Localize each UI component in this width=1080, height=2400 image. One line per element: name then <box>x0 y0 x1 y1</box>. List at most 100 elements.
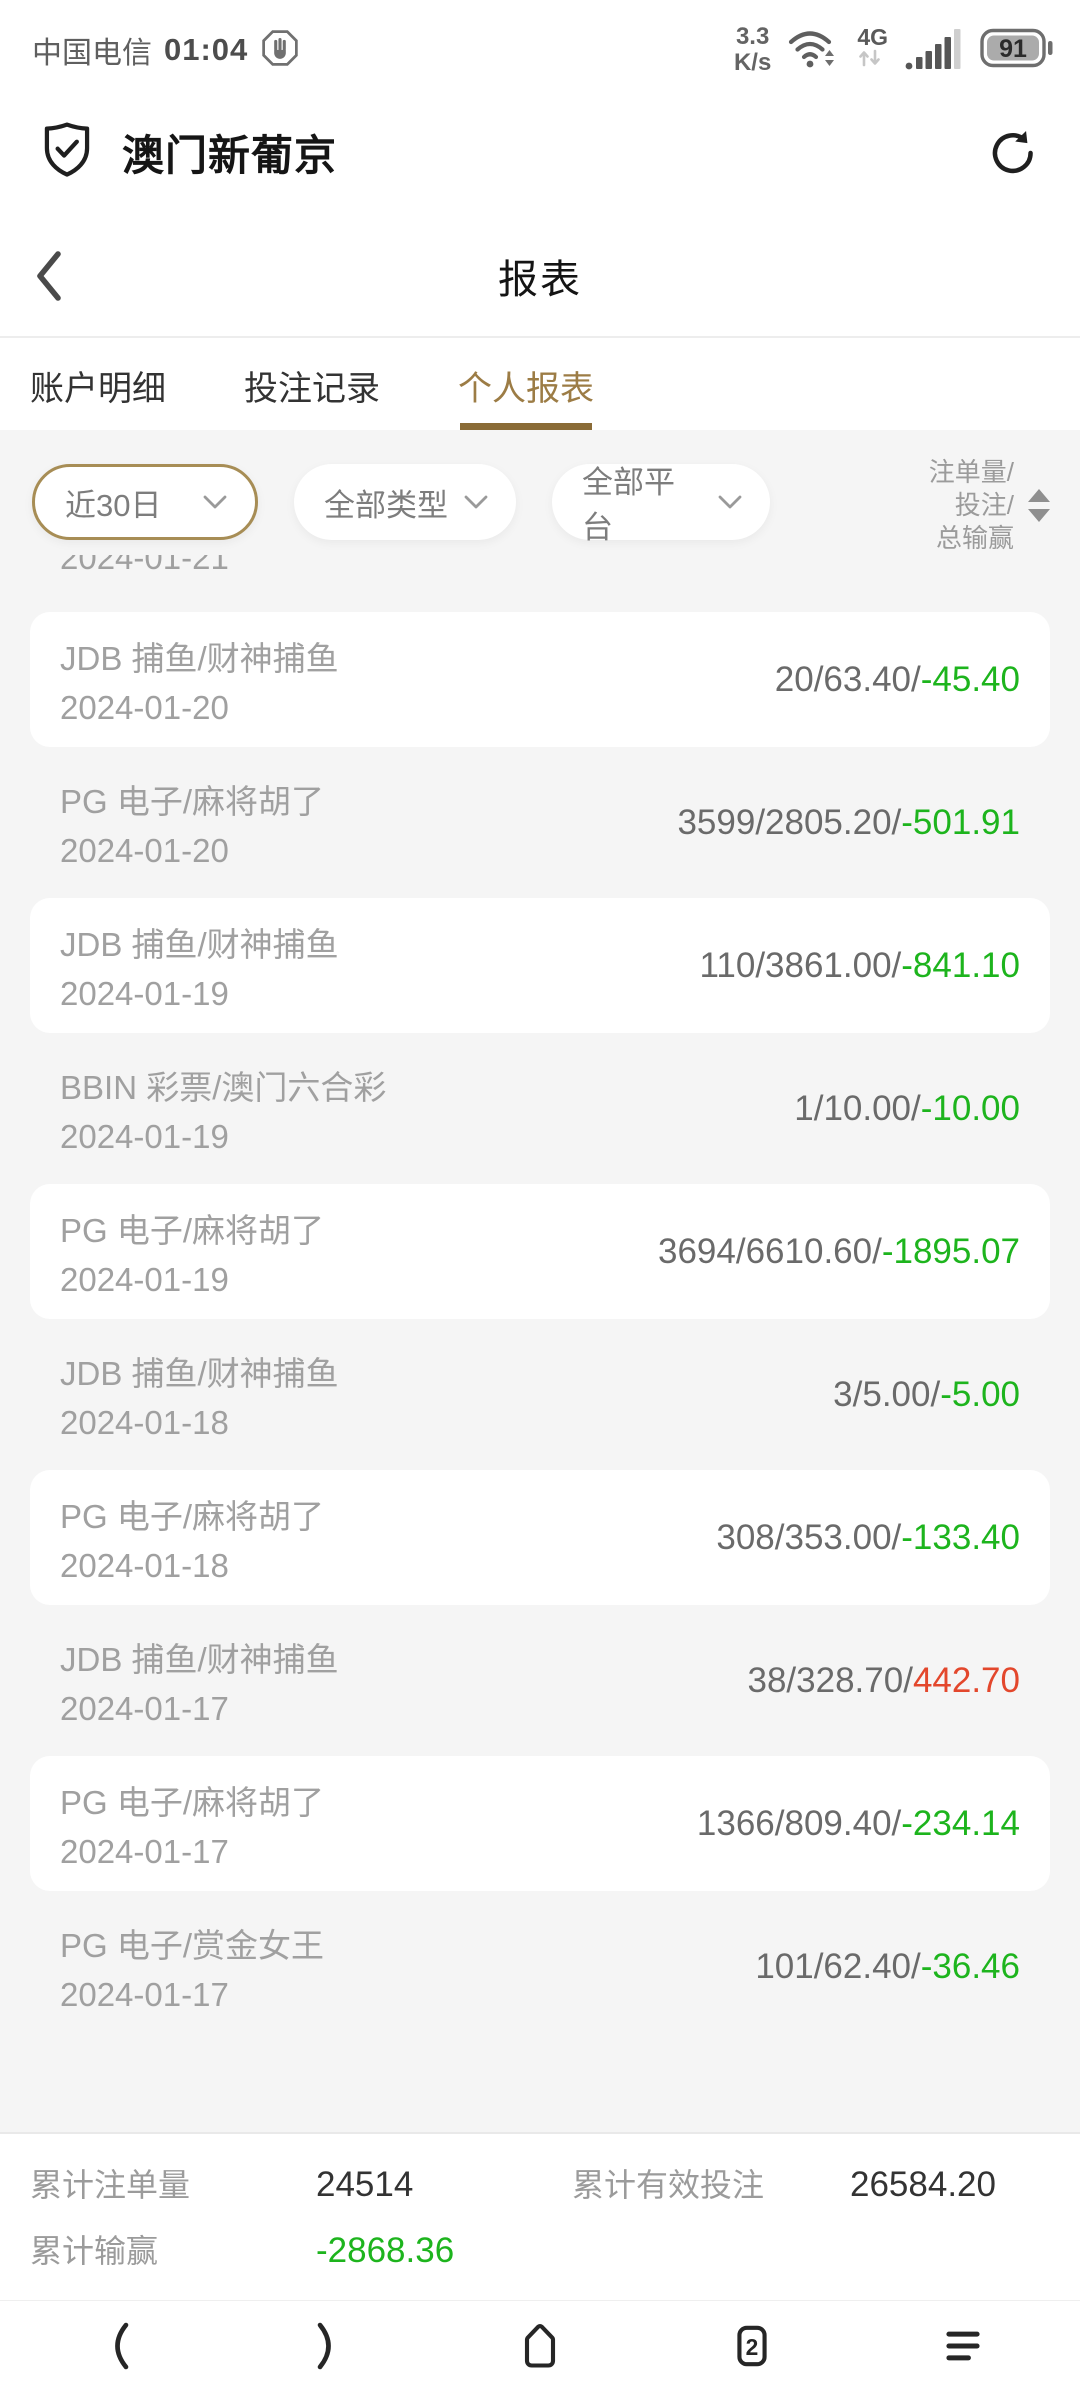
row-stats-counts: 3599/2805.20/ <box>677 802 902 842</box>
type-filter-label: 全部类型 <box>324 487 448 523</box>
home-button[interactable] <box>505 2311 575 2381</box>
refresh-button[interactable] <box>986 126 1040 180</box>
page-header: 报表 <box>0 215 1080 338</box>
summary-row: 累计注单量 24514 累计有效投注 26584.20 <box>30 2160 1050 2206</box>
game-name: PG 电子/麻将胡了 <box>60 783 325 820</box>
platform-filter-label: 全部平台 <box>582 465 675 545</box>
table-row[interactable]: PG 电子/赏金女王 2024-01-17 101/62.40/-36.46 <box>30 1895 1050 2038</box>
status-time: 01:04 <box>164 32 249 67</box>
tab-bet-records[interactable]: 投注记录 <box>244 340 380 430</box>
row-result: 442.70 <box>912 1660 1020 1700</box>
bottom-nav-bar: 2 <box>0 2300 1080 2400</box>
game-date: 2024-01-21 <box>60 555 229 576</box>
nav-forward-icon <box>317 2322 331 2369</box>
page-title: 报表 <box>498 257 582 302</box>
table-row[interactable]: JDB 捕鱼/财神捕鱼 2024-01-20 20/63.40/-45.40 <box>30 612 1050 747</box>
row-stats: 110/3861.00/-841.10 <box>700 946 1020 986</box>
row-stats: 38/328.70/442.70 <box>748 1661 1021 1701</box>
game-name: PG 电子/赏金女王 <box>60 1927 325 1964</box>
row-stats: 20/63.40/-45.40 <box>775 660 1020 700</box>
tab-label: 个人报表 <box>458 369 594 408</box>
status-right: 3.3 K/s 4G <box>734 24 1054 76</box>
game-date: 2024-01-19 <box>60 975 229 1012</box>
shield-check-icon <box>40 121 94 184</box>
game-name: JDB 捕鱼/财神捕鱼 <box>60 1641 339 1678</box>
row-stats-counts: 3/5.00/ <box>833 1374 941 1414</box>
home-icon <box>524 2323 556 2368</box>
row-stats: 3/5.00/-5.00 <box>833 1375 1020 1415</box>
network-type-label: 4G <box>857 23 888 50</box>
menu-button[interactable] <box>928 2311 998 2381</box>
game-date: 2024-01-20 <box>60 689 229 726</box>
filter-row: 近30日 全部类型 全部平台 <box>32 464 1080 545</box>
sort-header[interactable]: 注单量/ 投注/ 总输赢 <box>929 456 1050 555</box>
table-row[interactable]: JDB 捕鱼/财神捕鱼 2024-01-19 110/3861.00/-841.1… <box>30 898 1050 1033</box>
table-row[interactable]: PG 电子/麻将胡了 2024-01-19 3694/6610.60/-1895.… <box>30 1184 1050 1319</box>
net-speed: 3.3 K/s <box>734 24 771 76</box>
summary-value: 26584.20 <box>850 2165 996 2204</box>
sort-line: 注单量/ <box>928 457 1014 487</box>
report-row-clipped[interactable]: 2024-01-21 <box>60 555 1020 579</box>
sort-header-labels: 注单量/ 投注/ 总输赢 <box>929 456 1014 555</box>
sort-desc-icon <box>1028 509 1050 522</box>
game-name: PG 电子/麻将胡了 <box>60 1784 325 1821</box>
table-row[interactable]: PG 电子/麻将胡了 2024-01-20 3599/2805.20/-501.9… <box>30 751 1050 894</box>
report-content: 近30日 全部类型 全部平台 注单量/ 投注/ <box>0 430 1080 2132</box>
back-button[interactable] <box>30 248 70 304</box>
summary-value: 24514 <box>316 2165 414 2204</box>
sim-arrows-icon <box>857 48 883 75</box>
table-row[interactable]: BBIN 彩票/澳门六合彩 2024-01-19 1/10.00/-10.00 <box>30 1037 1050 1180</box>
net-speed-unit: K/s <box>733 49 772 76</box>
nav-forward-button[interactable] <box>294 2311 364 2381</box>
row-stats-counts: 1/10.00/ <box>794 1088 921 1128</box>
tabs-icon: 2 <box>736 2325 767 2366</box>
nav-back-button[interactable] <box>82 2311 152 2381</box>
tab-personal-report[interactable]: 个人报表 <box>458 340 594 430</box>
table-row[interactable]: PG 电子/麻将胡了 2024-01-18 308/353.00/-133.40 <box>30 1470 1050 1605</box>
platform-filter[interactable]: 全部平台 <box>552 464 770 545</box>
row-stats: 308/353.00/-133.40 <box>716 1518 1020 1558</box>
game-name: JDB 捕鱼/财神捕鱼 <box>60 1355 339 1392</box>
row-stats: 1/10.00/-10.00 <box>794 1089 1020 1129</box>
summary-label: 累计有效投注 <box>572 2167 765 2203</box>
row-stats-counts: 1366/809.40/ <box>696 1803 902 1843</box>
report-rows: JDB 捕鱼/财神捕鱼 2024-01-20 20/63.40/-45.40 PG… <box>0 612 1080 2038</box>
date-range-label: 近30日 <box>65 487 162 523</box>
table-row[interactable]: PG 电子/麻将胡了 2024-01-17 1366/809.40/-234.14 <box>30 1756 1050 1891</box>
table-row[interactable]: JDB 捕鱼/财神捕鱼 2024-01-17 38/328.70/442.70 <box>30 1609 1050 1752</box>
sort-line: 总输赢 <box>935 523 1014 553</box>
game-date: 2024-01-19 <box>60 1118 229 1155</box>
game-name: BBIN 彩票/澳门六合彩 <box>60 1069 387 1106</box>
tab-label: 账户明细 <box>30 369 166 408</box>
table-row[interactable]: JDB 捕鱼/财神捕鱼 2024-01-18 3/5.00/-5.00 <box>30 1323 1050 1466</box>
summary-row: 累计输赢 -2868.36 <box>30 2226 1050 2272</box>
tab-count: 2 <box>745 2334 758 2360</box>
row-stats-counts: 308/353.00/ <box>716 1517 902 1557</box>
row-stats-counts: 38/328.70/ <box>747 1660 913 1700</box>
site-title: 澳门新葡京 <box>122 132 338 179</box>
row-result: -45.40 <box>920 659 1020 699</box>
row-result: -10.00 <box>920 1088 1020 1128</box>
row-stats: 101/62.40/-36.46 <box>755 1947 1020 1987</box>
sort-line: 投注/ <box>954 490 1014 520</box>
game-name: JDB 捕鱼/财神捕鱼 <box>60 926 339 963</box>
battery-percent: 91 <box>999 35 1027 63</box>
row-stats-counts: 110/3861.00/ <box>699 945 902 985</box>
hand-octagon-icon <box>260 28 300 73</box>
date-range-filter[interactable]: 近30日 <box>32 464 258 540</box>
row-stats-counts: 20/63.40/ <box>774 659 921 699</box>
status-left: 中国电信 01:04 <box>32 28 300 73</box>
tab-account-detail[interactable]: 账户明细 <box>30 340 166 430</box>
row-result: -1895.07 <box>881 1231 1020 1271</box>
type-filter[interactable]: 全部类型 <box>294 464 516 540</box>
signal-bars-icon <box>904 25 964 76</box>
summary-label: 累计输赢 <box>30 2233 159 2269</box>
row-result: -133.40 <box>901 1517 1020 1557</box>
game-date: 2024-01-17 <box>60 1976 229 2013</box>
tab-bar: 账户明细 投注记录 个人报表 <box>0 340 1080 430</box>
chevron-down-icon <box>716 493 744 511</box>
summary-value: -2868.36 <box>316 2231 455 2270</box>
net-speed-value: 3.3 <box>735 23 770 50</box>
recent-tabs-button[interactable]: 2 <box>717 2311 787 2381</box>
